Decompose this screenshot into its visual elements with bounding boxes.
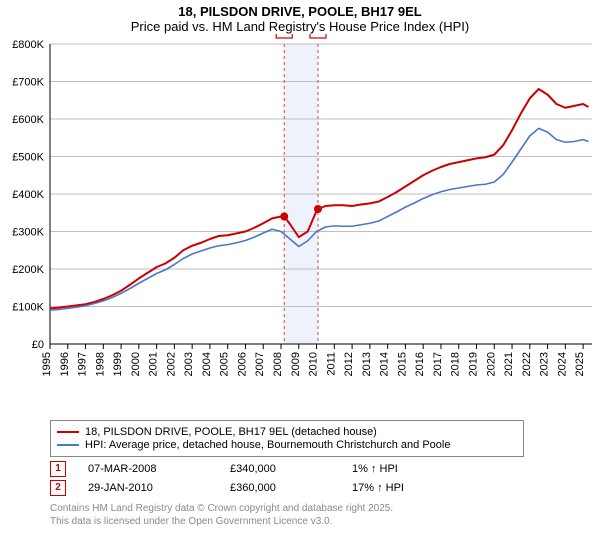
svg-text:£800K: £800K (12, 39, 44, 51)
sale-pct: 1% ↑ HPI (352, 463, 452, 475)
svg-text:2002: 2002 (165, 352, 177, 376)
svg-text:2008: 2008 (272, 352, 284, 376)
legend-label: 18, PILSDON DRIVE, POOLE, BH17 9EL (deta… (85, 426, 377, 438)
sale-date: 07-MAR-2008 (88, 463, 208, 475)
svg-text:2023: 2023 (539, 352, 551, 376)
svg-text:1996: 1996 (59, 352, 71, 376)
svg-text:£200K: £200K (12, 264, 44, 276)
svg-text:2006: 2006 (236, 352, 248, 376)
svg-text:1998: 1998 (94, 352, 106, 376)
footer-line1: Contains HM Land Registry data © Crown c… (50, 502, 590, 515)
svg-text:1: 1 (281, 34, 287, 37)
sale-marker-1: 1 (50, 461, 66, 477)
svg-text:£0: £0 (32, 339, 44, 351)
footer: Contains HM Land Registry data © Crown c… (50, 502, 590, 528)
title-line2: Price paid vs. HM Land Registry's House … (0, 19, 600, 34)
legend-label: HPI: Average price, detached house, Bour… (85, 439, 450, 451)
svg-text:2016: 2016 (414, 352, 426, 376)
legend-row: HPI: Average price, detached house, Bour… (57, 439, 517, 451)
svg-text:2004: 2004 (201, 352, 213, 376)
svg-text:2019: 2019 (467, 352, 479, 376)
svg-text:2000: 2000 (130, 352, 142, 376)
legend-row: 18, PILSDON DRIVE, POOLE, BH17 9EL (deta… (57, 426, 517, 438)
sale-row: 2 29-JAN-2010 £360,000 17% ↑ HPI (50, 480, 590, 496)
svg-text:2015: 2015 (396, 352, 408, 376)
chart-title-block: 18, PILSDON DRIVE, POOLE, BH17 9EL Price… (0, 0, 600, 34)
svg-text:2014: 2014 (379, 352, 391, 376)
legend-swatch-1 (57, 431, 79, 433)
svg-text:1995: 1995 (41, 352, 53, 376)
svg-text:£700K: £700K (12, 77, 44, 89)
svg-text:2017: 2017 (432, 352, 444, 376)
svg-text:2: 2 (315, 34, 321, 37)
svg-text:2012: 2012 (343, 352, 355, 376)
svg-text:2003: 2003 (183, 352, 195, 376)
sale-price: £360,000 (230, 482, 330, 494)
svg-text:2011: 2011 (325, 352, 337, 376)
sale-pct: 17% ↑ HPI (352, 482, 452, 494)
svg-text:2020: 2020 (485, 352, 497, 376)
svg-text:2021: 2021 (503, 352, 515, 376)
svg-text:£500K: £500K (12, 152, 44, 164)
svg-text:2018: 2018 (450, 352, 462, 376)
svg-text:2005: 2005 (219, 352, 231, 376)
sale-row: 1 07-MAR-2008 £340,000 1% ↑ HPI (50, 461, 590, 477)
sale-rows: 1 07-MAR-2008 £340,000 1% ↑ HPI 2 29-JAN… (50, 461, 590, 496)
svg-text:2025: 2025 (574, 352, 586, 376)
svg-text:1999: 1999 (112, 352, 124, 376)
footer-line2: This data is licensed under the Open Gov… (50, 515, 590, 528)
svg-text:2022: 2022 (521, 352, 533, 376)
sale-marker-2: 2 (50, 480, 66, 496)
title-line1: 18, PILSDON DRIVE, POOLE, BH17 9EL (0, 4, 600, 19)
sale-date: 29-JAN-2010 (88, 482, 208, 494)
svg-text:£300K: £300K (12, 227, 44, 239)
svg-text:1997: 1997 (77, 352, 89, 376)
svg-text:£600K: £600K (12, 114, 44, 126)
chart-container: £0 £100K £200K £300K £400K £500K £600K £700K £80… (0, 34, 600, 414)
svg-text:2010: 2010 (308, 352, 320, 376)
svg-text:2024: 2024 (556, 352, 568, 376)
svg-text:£400K: £400K (12, 189, 44, 201)
svg-text:2007: 2007 (254, 352, 266, 376)
legend: 18, PILSDON DRIVE, POOLE, BH17 9EL (deta… (50, 420, 524, 457)
svg-text:£100K: £100K (12, 302, 44, 314)
svg-text:2013: 2013 (361, 352, 373, 376)
svg-text:2009: 2009 (290, 352, 302, 376)
svg-text:2001: 2001 (148, 352, 160, 376)
legend-swatch-2 (57, 444, 79, 446)
line-chart: £0 £100K £200K £300K £400K £500K £600K £700K £80… (0, 34, 600, 414)
sale-price: £340,000 (230, 463, 330, 475)
